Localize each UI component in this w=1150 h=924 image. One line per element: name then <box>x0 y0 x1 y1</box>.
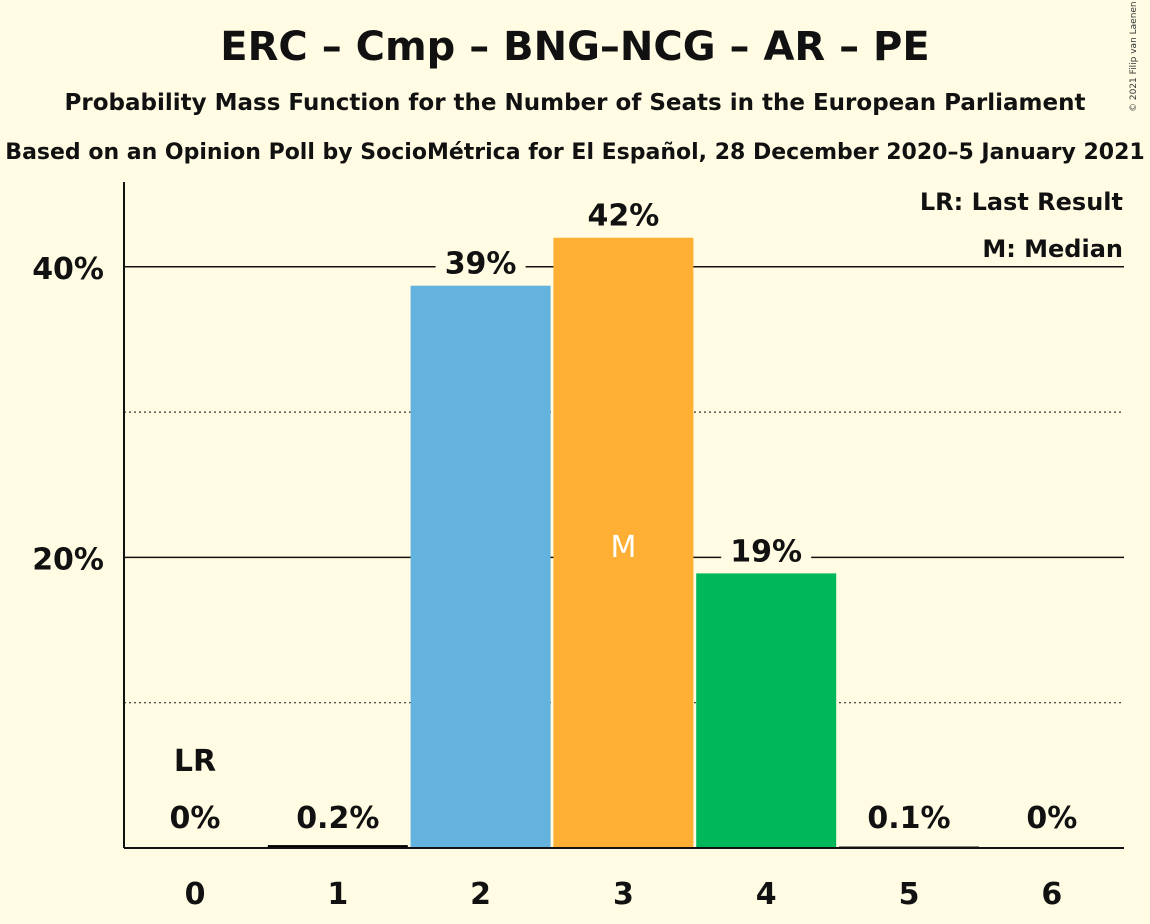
x-tick-label-0: 0 <box>185 877 206 912</box>
data-label-0: 0% <box>170 801 221 836</box>
data-label-bg-2 <box>435 243 526 278</box>
legend-bg-1 <box>935 231 1125 265</box>
data-label-5: 0.1% <box>867 801 950 836</box>
y-tick-label-0: 20% <box>32 542 104 577</box>
chart-source: Based on an Opinion Poll by SocioMétrica… <box>5 140 1145 165</box>
x-tick-label-1: 1 <box>327 877 348 912</box>
data-label-4: 19% <box>730 534 802 569</box>
chart-subtitle: Probability Mass Function for the Number… <box>64 90 1086 116</box>
data-label-bg-4 <box>721 531 812 566</box>
x-tick-label-4: 4 <box>756 877 777 912</box>
x-tick-label-5: 5 <box>899 877 920 912</box>
x-tick-label-6: 6 <box>1041 877 1062 912</box>
data-label-6: 0% <box>1026 801 1077 836</box>
y-tick-label-1: 40% <box>32 252 104 287</box>
bar-4 <box>696 573 837 848</box>
median-marker: M <box>610 530 636 565</box>
x-tick-label-2: 2 <box>470 877 491 912</box>
bar-1 <box>267 845 408 848</box>
bar-2 <box>410 285 551 849</box>
legend-bg-0 <box>935 184 1125 218</box>
chart-title: ERC – Cmp – BNG–NCG – AR – PE <box>220 24 930 70</box>
data-label-1: 0.2% <box>296 801 379 836</box>
data-label-bg-3 <box>578 195 669 230</box>
legend-entry-1: M: Median <box>982 235 1123 263</box>
last-result-marker: LR <box>174 744 216 779</box>
data-label-3: 42% <box>587 199 659 234</box>
data-label-2: 39% <box>445 247 517 282</box>
x-tick-label-3: 3 <box>613 877 634 912</box>
bar-3 <box>553 237 694 849</box>
legend-entry-0: LR: Last Result <box>920 188 1123 216</box>
